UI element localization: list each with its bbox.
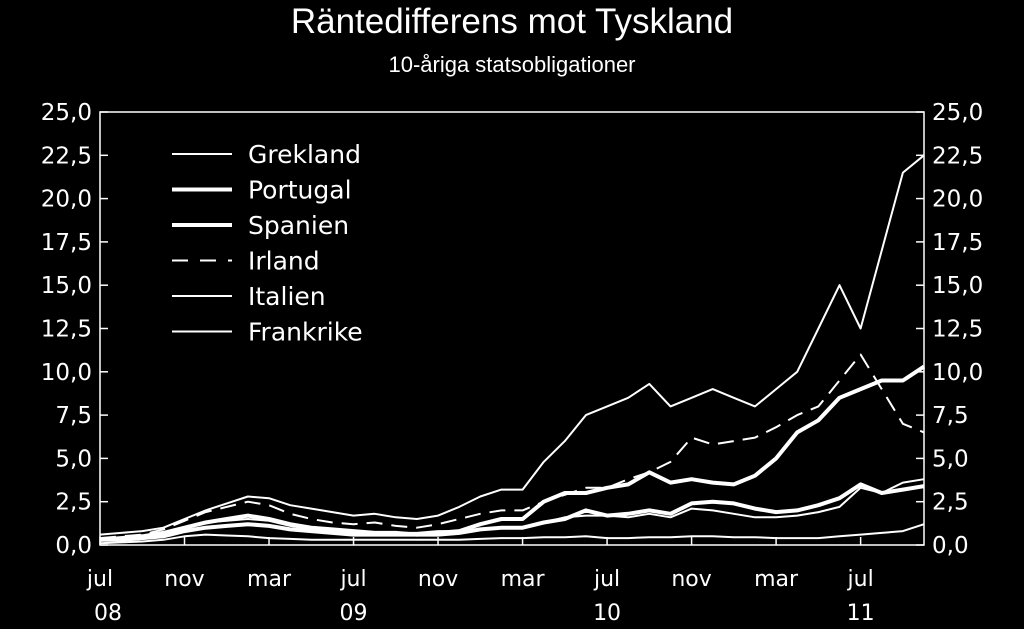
legend-label-grekland: Grekland <box>248 140 361 169</box>
x-year-label: 10 <box>593 601 621 626</box>
x-tick-label: mar <box>501 567 546 592</box>
y-tick-label-left: 20,0 <box>41 187 92 213</box>
y-tick-label-right: 12,5 <box>932 317 983 343</box>
y-tick-label-right: 2,5 <box>932 490 969 516</box>
plot-area <box>99 111 925 546</box>
y-axis-right: 0,0 2,5 5,0 7,5 10,0 12,5 15,0 17,5 20,0 22,5 25,0 <box>916 100 983 559</box>
x-tick-label: mar <box>247 567 292 592</box>
x-year-label: 11 <box>847 601 875 626</box>
plot-border <box>99 111 925 546</box>
x-tick-label: nov <box>418 567 458 592</box>
y-tick-label-left: 2,5 <box>55 490 92 516</box>
x-tick-label: nov <box>671 567 711 592</box>
series-line-italien <box>99 478 925 541</box>
y-tick-label-left: 17,5 <box>41 230 92 256</box>
y-tick-label-left: 0,0 <box>55 533 92 559</box>
x-tick-label: jul <box>593 567 620 592</box>
y-tick-label-left: 7,5 <box>55 403 92 429</box>
y-tick-label-right: 20,0 <box>932 187 983 213</box>
series-line-spanien <box>100 482 925 542</box>
legend-label-frankrike: Frankrike <box>248 318 363 347</box>
legend-label-italien: Italien <box>248 282 326 311</box>
y-tick-label-right: 5,0 <box>932 446 969 472</box>
x-tick-label: jul <box>847 567 874 592</box>
y-tick-label-right: 0,0 <box>932 533 969 559</box>
x-tick-label: nov <box>164 567 204 592</box>
legend: Grekland Portugal Spanien Irland Italien Fran… <box>172 140 363 347</box>
series-line-grekland <box>99 154 925 536</box>
x-tick-label: mar <box>754 567 799 592</box>
chart-title: Räntedifferens mot Tyskland <box>290 2 734 41</box>
y-tick-label-left: 22,5 <box>41 143 92 169</box>
series-lines <box>99 154 926 545</box>
series-line-frankrike <box>99 523 925 545</box>
y-tick-label-left: 5,0 <box>55 446 92 472</box>
y-tick-label-right: 25,0 <box>932 100 983 126</box>
x-tick-label: jul <box>339 567 366 592</box>
y-tick-label-left: 10,0 <box>41 360 92 386</box>
y-axis-left: 0,0 2,5 5,0 7,5 10,0 12,5 15,0 17,5 20,0 22,5 25,0 <box>41 100 108 559</box>
x-tick-label: jul <box>86 567 113 592</box>
y-tick-label-left: 12,5 <box>41 317 92 343</box>
y-tick-label-right: 22,5 <box>932 143 983 169</box>
y-tick-label-right: 15,0 <box>932 273 983 299</box>
chart-subtitle: 10-åriga statsobligationer <box>388 52 636 77</box>
y-tick-label-left: 15,0 <box>41 273 92 299</box>
x-year-label: 08 <box>94 601 122 626</box>
x-axis: jul nov mar jul nov mar jul nov mar jul 08 09 10 11 <box>86 537 875 626</box>
x-year-label: 09 <box>340 601 368 626</box>
y-tick-label-right: 17,5 <box>932 230 983 256</box>
y-tick-label-right: 10,0 <box>932 360 983 386</box>
series-line-portugal <box>99 364 926 542</box>
legend-label-portugal: Portugal <box>248 176 352 205</box>
y-tick-label-left: 25,0 <box>41 100 92 126</box>
legend-label-spanien: Spanien <box>248 211 349 240</box>
y-tick-label-right: 7,5 <box>932 403 969 429</box>
legend-label-irland: Irland <box>248 247 320 276</box>
